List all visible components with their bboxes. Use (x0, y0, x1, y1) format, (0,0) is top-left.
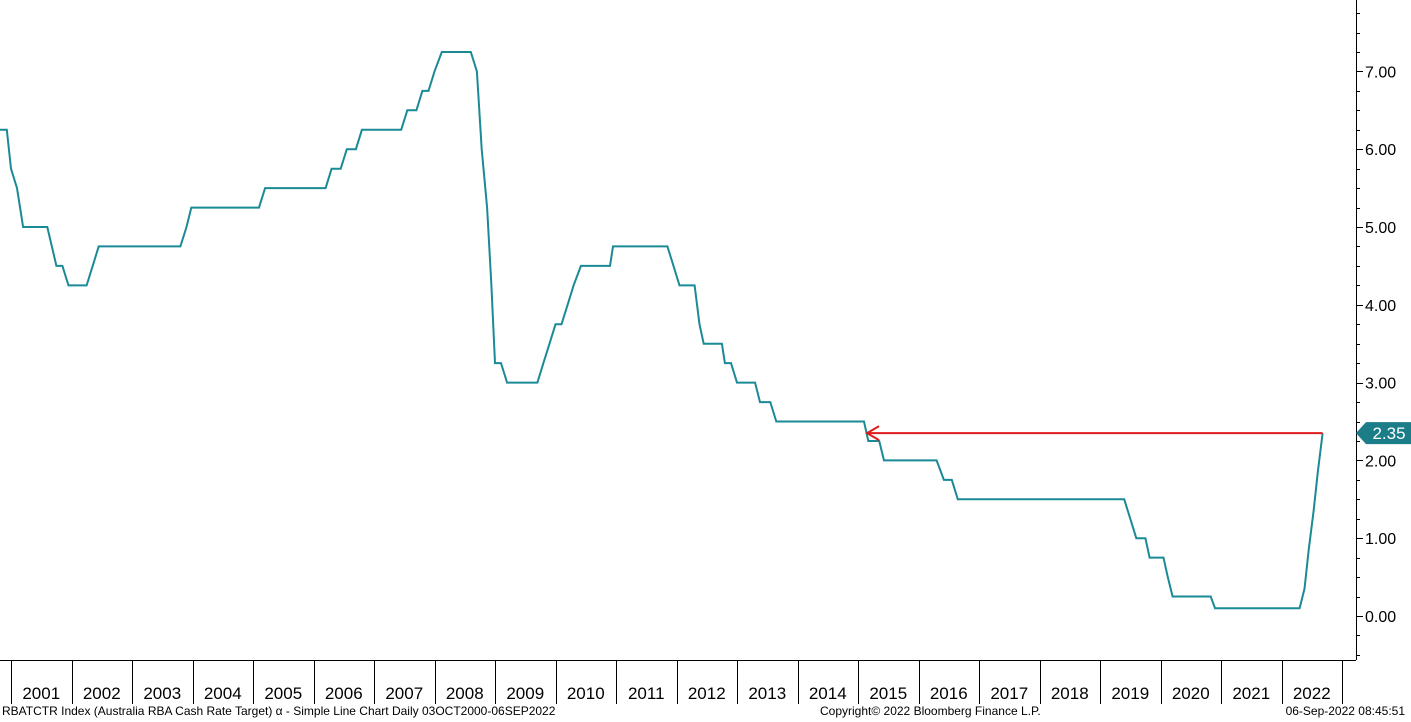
footer-copyright: Copyright© 2022 Bloomberg Finance L.P. (820, 704, 1041, 718)
last-value-flag (1356, 422, 1411, 445)
y-tick-label: 6.00 (1365, 142, 1396, 159)
y-axis: 0.00 1.00 2.00 3.00 4.00 5.00 6.00 7.00 (1356, 0, 1396, 660)
x-tick-label: 2001 (22, 684, 60, 703)
last-value-text: 2.35 (1372, 424, 1405, 443)
x-tick-label: 2017 (990, 684, 1028, 703)
y-tick-label: 5.00 (1365, 220, 1396, 237)
x-tick-label: 2005 (264, 684, 302, 703)
y-tick-label: 3.00 (1365, 376, 1396, 393)
x-tick-label: 2019 (1111, 684, 1149, 703)
arrow-head (865, 425, 880, 442)
x-tick-label: 2021 (1232, 684, 1270, 703)
x-tick-label: 2002 (83, 684, 121, 703)
y-tick-label: 7.00 (1365, 64, 1396, 81)
x-tick-label: 2003 (143, 684, 181, 703)
x-tick-label: 2016 (930, 684, 968, 703)
last-value-label: 2.35 (1356, 422, 1411, 445)
x-tick-label: 2015 (869, 684, 907, 703)
x-tick-label: 2014 (809, 684, 847, 703)
series-line-rba-cash-rate (0, 51, 1324, 610)
annotation-arrow (865, 425, 1323, 442)
y-tick-label: 0.00 (1365, 609, 1396, 626)
x-tick-label: 2020 (1172, 684, 1210, 703)
x-tick-label: 2006 (325, 684, 363, 703)
y-tick-label: 1.00 (1365, 531, 1396, 548)
x-tick-label: 2007 (385, 684, 423, 703)
x-tick-label: 2011 (628, 684, 665, 703)
x-tick-label: 2012 (688, 684, 726, 703)
footer-timestamp: 06-Sep-2022 08:45:51 (1285, 704, 1405, 718)
y-tick-label: 2.00 (1365, 453, 1396, 470)
x-tick-label: 2018 (1051, 684, 1089, 703)
footer-ticker: RBATCTR Index (Australia RBA Cash Rate T… (2, 704, 556, 718)
x-tick-label: 2013 (748, 684, 786, 703)
x-tick-label: 2009 (506, 684, 544, 703)
x-tick-label: 2022 (1293, 684, 1331, 703)
x-axis: 2001 2002 2003 2004 2005 2006 2007 2008 2009 2010… (0, 660, 1356, 704)
y-tick-label: 4.00 (1365, 298, 1396, 315)
x-tick-label: 2004 (204, 684, 242, 703)
x-tick-label: 2010 (567, 684, 605, 703)
x-tick-label: 2008 (446, 684, 484, 703)
